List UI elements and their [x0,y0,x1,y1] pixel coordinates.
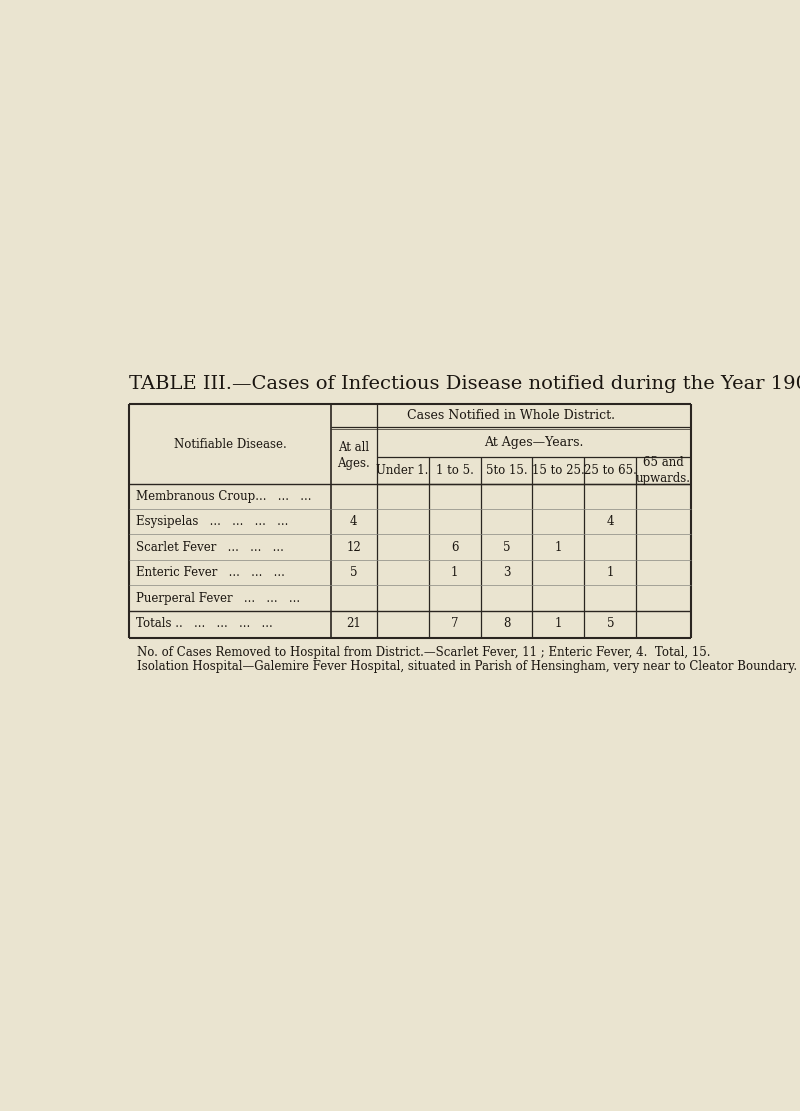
Text: 25 to 65.: 25 to 65. [584,463,637,477]
Text: Membranous Croup...   ...   ...: Membranous Croup... ... ... [136,490,311,503]
Text: 6: 6 [451,541,458,553]
Text: 1: 1 [451,567,458,579]
Text: 15 to 25.: 15 to 25. [532,463,585,477]
Text: 7: 7 [451,617,458,630]
Text: 5: 5 [350,567,358,579]
Text: 1: 1 [554,617,562,630]
Text: Scarlet Fever   ...   ...   ...: Scarlet Fever ... ... ... [136,541,283,553]
Text: 4: 4 [606,516,614,529]
Text: 21: 21 [346,617,361,630]
Text: Cases Notified in Whole District.: Cases Notified in Whole District. [406,410,614,422]
Text: 4: 4 [350,516,358,529]
Text: Esysipelas   ...   ...   ...   ...: Esysipelas ... ... ... ... [136,516,288,529]
Text: Under 1.: Under 1. [377,463,429,477]
Text: At Ages—Years.: At Ages—Years. [484,436,583,449]
Text: At all
Ages.: At all Ages. [338,441,370,470]
Text: 3: 3 [502,567,510,579]
Text: 12: 12 [346,541,361,553]
Text: 5: 5 [606,617,614,630]
Text: Enteric Fever   ...   ...   ...: Enteric Fever ... ... ... [136,567,285,579]
Text: 65 and
upwards.: 65 and upwards. [636,456,691,484]
Text: Notifiable Disease.: Notifiable Disease. [174,438,286,451]
Text: 1: 1 [554,541,562,553]
Text: No. of Cases Removed to Hospital from District.—Scarlet Fever, 11 ; Enteric Feve: No. of Cases Removed to Hospital from Di… [138,645,710,659]
Text: 1: 1 [606,567,614,579]
Text: 1 to 5.: 1 to 5. [436,463,474,477]
Text: Isolation Hospital—Galemire Fever Hospital, situated in Parish of Hensingham, ve: Isolation Hospital—Galemire Fever Hospit… [138,660,798,672]
Text: 8: 8 [503,617,510,630]
Text: 5to 15.: 5to 15. [486,463,527,477]
Text: Puerperal Fever   ...   ...   ...: Puerperal Fever ... ... ... [136,591,300,604]
Text: Totals ..   ...   ...   ...   ...: Totals .. ... ... ... ... [136,617,272,630]
Text: TABLE III.—Cases of Infectious Disease notified during the Year 1905.: TABLE III.—Cases of Infectious Disease n… [130,374,800,393]
Text: 5: 5 [502,541,510,553]
